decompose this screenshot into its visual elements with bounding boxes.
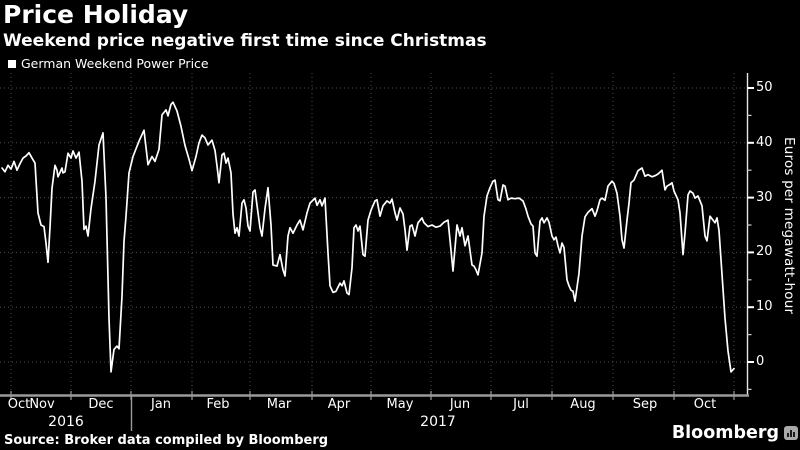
brand-name: Bloomberg [671,423,779,443]
y-tick-label: 40 [756,135,773,151]
x-year-label: 2016 [48,414,84,430]
y-axis-title: Euros per megawatt-hour [781,137,797,315]
x-month-label: Nov [29,397,55,412]
legend-label: German Weekend Power Price [21,56,209,71]
x-month-label: Apr [327,397,351,412]
legend: German Weekend Power Price [8,56,209,71]
x-month-label: Jul [513,397,529,412]
y-tick-label: 20 [756,244,773,260]
source-note: Source: Broker data compiled by Bloomber… [4,433,329,448]
x-month-label: Aug [570,397,596,412]
y-tick-label: 30 [756,189,773,205]
x-month-label: May [386,397,414,412]
x-month-label: Jan [150,397,172,412]
x-month-label: Dec [88,397,114,412]
x-month-label: Sep [632,397,658,412]
x-year-label: 2017 [420,414,456,430]
x-month-label: Oct [693,397,717,412]
y-tick-label: 10 [756,299,773,315]
price-line [1,101,735,373]
x-month-label: Jun [449,397,471,412]
y-tick-label: 0 [756,354,765,370]
bar-chart-icon [784,426,798,440]
brand-logo: Bloomberg [672,423,798,443]
page-title: Price Holiday [3,0,189,29]
x-month-label: Feb [206,397,230,412]
chart-subtitle: Weekend price negative first time since … [3,31,487,51]
x-month-label: Mar [266,397,292,412]
y-tick-label: 50 [756,80,773,96]
legend-square-marker-icon [8,60,16,68]
x-month-label: Oct [7,397,31,412]
